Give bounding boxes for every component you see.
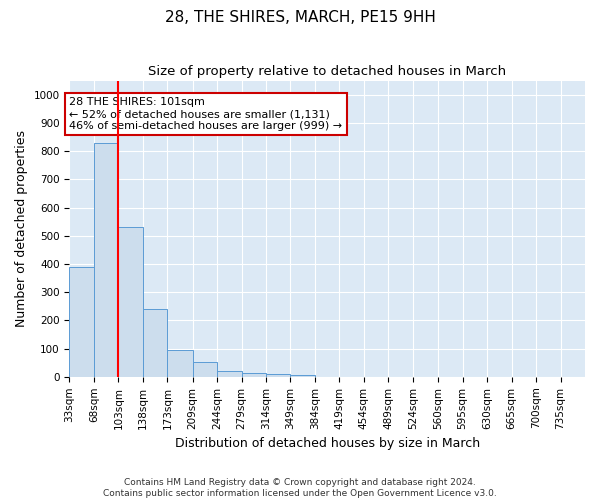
Bar	[217, 371, 242, 377]
Bar	[143, 309, 167, 377]
Bar	[118, 228, 143, 377]
Title: Size of property relative to detached houses in March: Size of property relative to detached ho…	[148, 65, 506, 78]
Bar	[167, 350, 193, 377]
Bar	[242, 373, 266, 377]
X-axis label: Distribution of detached houses by size in March: Distribution of detached houses by size …	[175, 437, 480, 450]
Text: 28 THE SHIRES: 101sqm
← 52% of detached houses are smaller (1,131)
46% of semi-d: 28 THE SHIRES: 101sqm ← 52% of detached …	[70, 98, 343, 130]
Bar	[94, 142, 118, 377]
Text: 28, THE SHIRES, MARCH, PE15 9HH: 28, THE SHIRES, MARCH, PE15 9HH	[164, 10, 436, 25]
Text: Contains HM Land Registry data © Crown copyright and database right 2024.
Contai: Contains HM Land Registry data © Crown c…	[103, 478, 497, 498]
Bar	[266, 374, 290, 377]
Bar	[193, 362, 217, 377]
Bar	[290, 374, 315, 377]
Bar	[70, 267, 94, 377]
Y-axis label: Number of detached properties: Number of detached properties	[15, 130, 28, 327]
